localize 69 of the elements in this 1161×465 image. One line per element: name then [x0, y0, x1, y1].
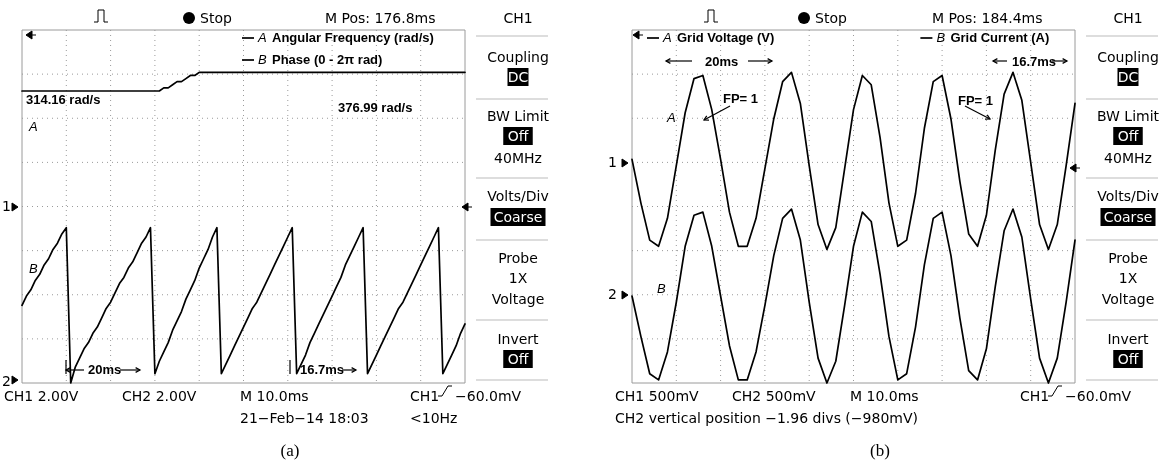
text: 16.7ms [1012, 54, 1057, 69]
text: <10Hz [410, 410, 458, 426]
text: 2 [2, 373, 11, 389]
annotation: 376.99 rad/s [338, 100, 413, 115]
text: CH2 2.00V [122, 388, 197, 404]
text: CH1 2.00V [4, 388, 79, 404]
legend-label: Grid Voltage (V) [677, 30, 775, 45]
text: M 10.0ms [240, 388, 309, 404]
legend-label: Angular Frequency (rad/s) [272, 30, 434, 45]
text: 1 [608, 154, 617, 170]
text: Coarse [1103, 209, 1153, 225]
text: Stop [815, 10, 847, 26]
text: 1X [1118, 270, 1138, 286]
text: CH2 500mV [732, 388, 817, 404]
text: CH1 [410, 388, 440, 404]
text: Off [507, 128, 529, 144]
text: Off [1117, 351, 1139, 367]
text: DC [507, 69, 529, 85]
text: DC [1117, 69, 1139, 85]
text: CH1 [503, 10, 533, 26]
text: M 10.0ms [850, 388, 919, 404]
text: 20ms [705, 54, 739, 69]
annotation: 20ms [88, 362, 122, 377]
text: Volts/Div [487, 188, 549, 204]
text: CH1 [1113, 10, 1143, 26]
text: BW Limit [1096, 108, 1160, 124]
annotation: 314.16 rad/s [26, 92, 101, 107]
text: M Pos: 184.4ms [932, 10, 1043, 26]
text: Voltage [491, 291, 545, 307]
text: 1 [2, 198, 11, 214]
annotation: B [657, 281, 666, 296]
text: Coupling [1097, 49, 1159, 65]
text: A [662, 30, 672, 45]
text: Invert [1107, 331, 1150, 347]
legend-label: Grid Current (A) [950, 30, 1050, 45]
text: (b) [870, 441, 890, 460]
legend-label: Phase (0 - 2π rad) [272, 52, 383, 67]
text: Off [1117, 128, 1139, 144]
text: −60.0mV [455, 388, 522, 404]
text: Coarse [493, 209, 543, 225]
text: B [258, 52, 267, 67]
text: 21−Feb−14 18:03 [240, 410, 369, 426]
text: 40MHz [494, 150, 542, 166]
annotation: FP= 1 [958, 93, 994, 108]
text: CH2 vertical position −1.96 divs (−980mV) [615, 410, 918, 426]
text: Probe [498, 250, 538, 266]
text: Volts/Div [1097, 188, 1159, 204]
text: B [936, 30, 946, 45]
text: 1X [508, 270, 528, 286]
text: (a) [280, 441, 300, 460]
text: A [257, 30, 267, 45]
annotation: A [28, 119, 38, 134]
annotation: FP= 1 [723, 91, 759, 106]
text: Voltage [1101, 291, 1155, 307]
text: BW Limit [486, 108, 550, 124]
annotation: B [29, 261, 38, 276]
text: CH1 500mV [615, 388, 700, 404]
text: Coupling [487, 49, 549, 65]
text: 2 [608, 286, 617, 302]
text: M Pos: 176.8ms [325, 10, 436, 26]
text: 40MHz [1104, 150, 1152, 166]
text: −60.0mV [1065, 388, 1132, 404]
text: Stop [200, 10, 232, 26]
annotation: A [666, 110, 676, 125]
text: Probe [1108, 250, 1148, 266]
text: Invert [497, 331, 540, 347]
text: CH1 [1020, 388, 1050, 404]
annotation: 16.7ms [300, 362, 345, 377]
text: Off [507, 351, 529, 367]
